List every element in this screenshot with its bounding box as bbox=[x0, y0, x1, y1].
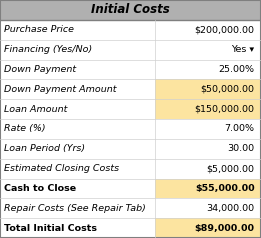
Bar bbox=[155, 79, 261, 99]
Text: Rate (%): Rate (%) bbox=[4, 124, 45, 134]
Text: $50,000.00: $50,000.00 bbox=[200, 85, 254, 94]
Bar bbox=[0, 79, 261, 99]
Bar bbox=[155, 218, 261, 238]
Text: $5,000.00: $5,000.00 bbox=[206, 164, 254, 173]
Text: 7.00%: 7.00% bbox=[224, 124, 254, 134]
Bar bbox=[0, 40, 261, 60]
Text: Cash to Close: Cash to Close bbox=[4, 184, 76, 193]
Text: Total Initial Costs: Total Initial Costs bbox=[4, 223, 97, 233]
Bar bbox=[0, 0, 261, 20]
Text: $150,000.00: $150,000.00 bbox=[194, 104, 254, 114]
Text: Initial Costs: Initial Costs bbox=[91, 3, 170, 16]
Bar bbox=[0, 139, 261, 159]
Bar bbox=[0, 119, 261, 139]
Text: 25.00%: 25.00% bbox=[218, 65, 254, 74]
Bar bbox=[155, 178, 261, 198]
Bar bbox=[0, 99, 261, 119]
Text: $89,000.00: $89,000.00 bbox=[194, 223, 254, 233]
Text: Down Payment Amount: Down Payment Amount bbox=[4, 85, 116, 94]
Text: Down Payment: Down Payment bbox=[4, 65, 76, 74]
Text: Yes ▾: Yes ▾ bbox=[231, 45, 254, 54]
Bar bbox=[0, 178, 261, 198]
Text: Financing (Yes/No): Financing (Yes/No) bbox=[4, 45, 92, 54]
Text: $55,000.00: $55,000.00 bbox=[195, 184, 254, 193]
Text: 30.00: 30.00 bbox=[227, 144, 254, 153]
Bar bbox=[0, 198, 261, 218]
Text: Estimated Closing Costs: Estimated Closing Costs bbox=[4, 164, 119, 173]
Text: Purchase Price: Purchase Price bbox=[4, 25, 74, 34]
Bar bbox=[155, 99, 261, 119]
Bar bbox=[0, 218, 261, 238]
Bar bbox=[0, 159, 261, 178]
Text: Loan Amount: Loan Amount bbox=[4, 104, 67, 114]
Text: $200,000.00: $200,000.00 bbox=[194, 25, 254, 34]
Bar bbox=[0, 20, 261, 40]
Text: Loan Period (Yrs): Loan Period (Yrs) bbox=[4, 144, 85, 153]
Text: Repair Costs (See Repair Tab): Repair Costs (See Repair Tab) bbox=[4, 204, 146, 213]
Bar bbox=[0, 60, 261, 79]
Text: 34,000.00: 34,000.00 bbox=[206, 204, 254, 213]
